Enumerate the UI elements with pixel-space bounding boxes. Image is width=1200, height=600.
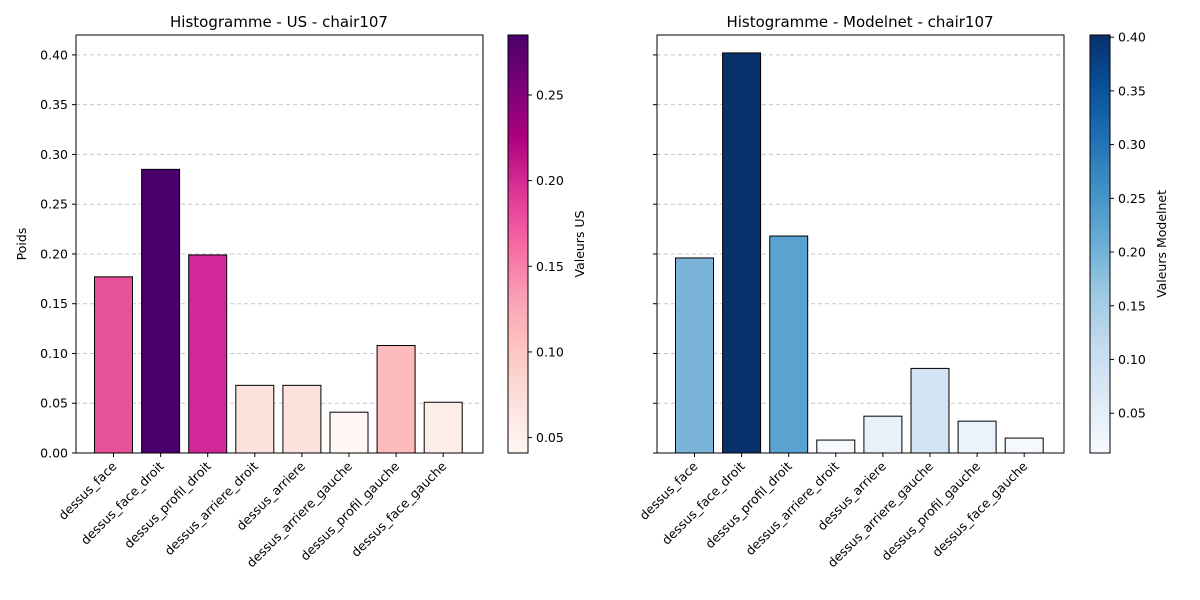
bar-dessus_arriere_droit <box>235 384 275 454</box>
colorbar-ticks-modelnet: 0.05 0.10 0.15 0.20 0.25 0.30 0.35 0.40 <box>1110 30 1146 421</box>
bar-dessus_arriere <box>863 415 903 454</box>
x-tick-label: dessus_face_droit <box>78 458 167 547</box>
colorbar-tick-label: 0.05 <box>1118 406 1146 421</box>
x-tick-label: dessus_face_gauche <box>348 458 449 559</box>
bar-dessus_arriere_gauche <box>329 411 369 454</box>
colorbar-tick-label: 0.40 <box>1118 30 1146 45</box>
x-tick-label: dessus_face_gauche <box>929 458 1030 559</box>
x-tick-label: dessus_arriere_droit <box>742 458 842 558</box>
y-tick-label: 0.00 <box>40 446 68 461</box>
x-tick-label: dessus_profil_droit <box>702 458 795 551</box>
bar-dessus_profil_droit <box>188 254 228 454</box>
y-tick-label: 0.35 <box>40 97 68 112</box>
grid-us <box>76 54 483 404</box>
colorbar-tick-label: 0.35 <box>1118 83 1146 98</box>
bars-modelnet <box>675 52 1044 454</box>
colorbar-tick-label: 0.20 <box>536 173 564 188</box>
colorbar-tick-label: 0.30 <box>1118 137 1146 152</box>
y-tick-label: 0.10 <box>40 346 68 361</box>
colorbar-tick-label: 0.15 <box>1118 298 1146 313</box>
bar-dessus_face_droit <box>722 52 762 454</box>
colorbar-modelnet <box>1089 34 1111 454</box>
xlabels-us: dessus_facedessus_face_droitdessus_profi… <box>55 458 449 570</box>
bars-us <box>94 168 463 454</box>
grid-modelnet <box>657 54 1064 404</box>
x-tick-label: dessus_arriere_droit <box>161 458 261 558</box>
y-tick-label: 0.25 <box>40 197 68 212</box>
ticks-us: 0.00 0.05 0.10 0.15 0.20 0.25 0.30 0.35 0.40 <box>40 47 444 461</box>
y-tick-label: 0.15 <box>40 296 68 311</box>
y-tick-label: 0.40 <box>40 47 68 62</box>
bar-dessus_profil_droit <box>769 235 809 454</box>
colorbar-tick-label: 0.05 <box>536 430 564 445</box>
chart-modelnet: dessus_facedessus_face_droitdessus_profi… <box>636 13 1169 570</box>
colorbar-tick-label: 0.15 <box>536 259 564 274</box>
bar-dessus_arriere <box>282 384 322 454</box>
axes-frame-us <box>75 34 484 454</box>
chart-title-us: Histogramme - US - chair107 <box>170 13 388 31</box>
colorbar-tick-label: 0.25 <box>536 87 564 102</box>
bar-dessus_face <box>675 257 714 454</box>
colorbar-label-us: Valeurs US <box>572 210 587 277</box>
bar-dessus_face_droit <box>141 168 181 454</box>
ticks-modelnet <box>653 54 1025 457</box>
xlabels-modelnet: dessus_facedessus_face_droitdessus_profi… <box>636 458 1030 570</box>
x-tick-label: dessus_face_droit <box>659 458 748 547</box>
y-tick-label: 0.20 <box>40 246 68 261</box>
bar-dessus_face_gauche <box>423 401 463 454</box>
y-tick-label: 0.30 <box>40 147 68 162</box>
bar-dessus_arriere_gauche <box>910 367 950 454</box>
axes-frame-modelnet <box>656 34 1065 454</box>
bar-dessus_face_gauche <box>1004 437 1044 454</box>
bar-dessus_arriere_droit <box>816 439 856 454</box>
chart-title-modelnet: Histogramme - Modelnet - chair107 <box>726 13 993 31</box>
y-tick-label: 0.05 <box>40 396 68 411</box>
bar-dessus_face <box>94 276 133 454</box>
colorbar-tick-label: 0.20 <box>1118 245 1146 260</box>
bar-dessus_profil_gauche <box>957 420 997 454</box>
x-tick-label: dessus_profil_droit <box>121 458 214 551</box>
y-axis-label-us: Poids <box>14 228 29 261</box>
bar-dessus_profil_gauche <box>376 345 416 454</box>
colorbar-us <box>507 34 529 454</box>
colorbar-ticks-us: 0.05 0.10 0.15 0.20 0.25 <box>528 87 564 445</box>
colorbar-tick-label: 0.10 <box>536 344 564 359</box>
colorbar-label-modelnet: Valeurs Modelnet <box>1154 190 1169 298</box>
colorbar-tick-label: 0.10 <box>1118 352 1146 367</box>
chart-us: 0.00 0.05 0.10 0.15 0.20 0.25 0.30 0.35 0.40 des… <box>14 13 587 570</box>
colorbar-tick-label: 0.25 <box>1118 191 1146 206</box>
